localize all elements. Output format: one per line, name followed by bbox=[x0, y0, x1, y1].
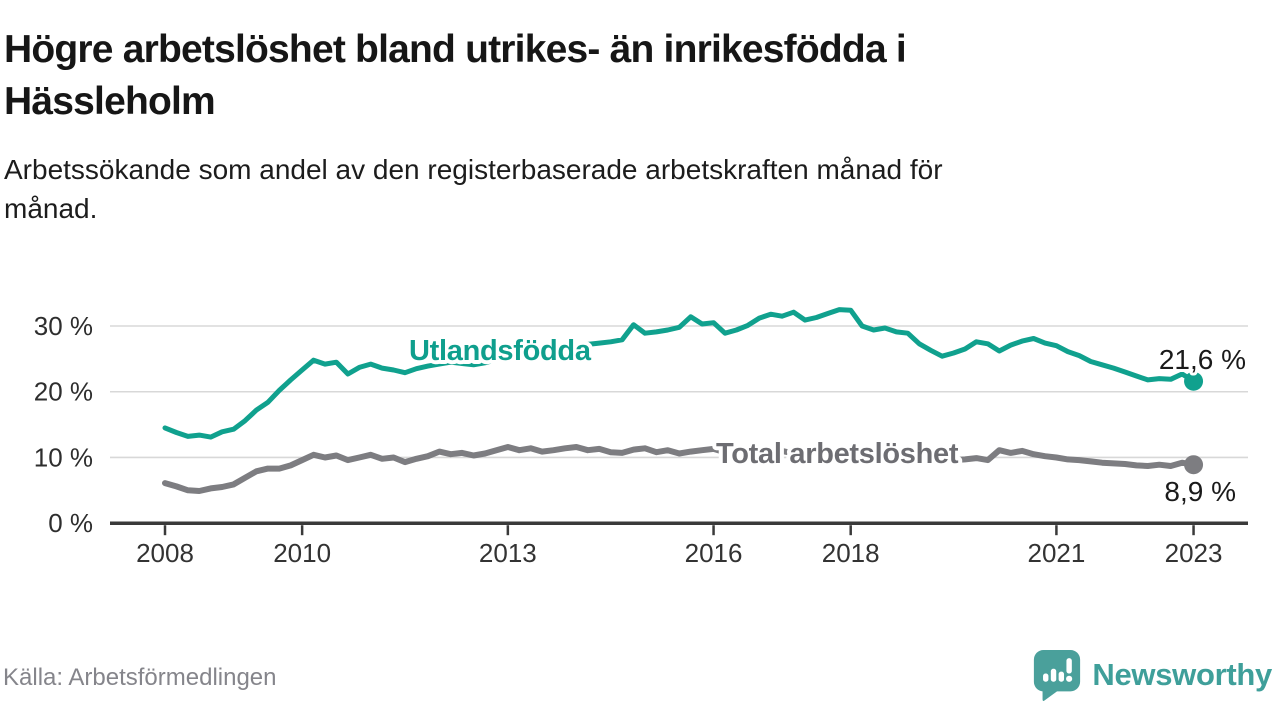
bubble-shape bbox=[1034, 649, 1081, 701]
series-label-utlandsfodda: Utlandsfödda bbox=[409, 335, 592, 367]
bar-2 bbox=[1051, 668, 1057, 682]
subtitle-line-2: månad. bbox=[4, 193, 98, 224]
series-label-total-arbetsloshet: Total arbetslöshet bbox=[716, 438, 959, 470]
title-line-2: Hässleholm bbox=[4, 80, 216, 123]
x-tick-label: 2021 bbox=[1027, 538, 1085, 568]
series-line-utlandsfodda bbox=[162, 307, 1197, 440]
chart-labels: Utlandsfödda Total arbetslöshet 21,6 % 8… bbox=[405, 331, 1249, 510]
brand-wordmark: Newsworthy bbox=[1092, 657, 1272, 692]
exclamation-dot bbox=[1066, 675, 1073, 682]
series-end-dot-utlandsfodda bbox=[1184, 371, 1204, 391]
newsworthy-bubble-icon bbox=[1034, 649, 1081, 701]
series-line-total bbox=[162, 444, 1197, 494]
chart-plot: 0 % 10 % 20 % 30 % 2008 2010 2013 2016 2018 2021 2… bbox=[34, 307, 1248, 568]
bar-1 bbox=[1043, 673, 1049, 682]
x-tick-label: 2008 bbox=[136, 538, 194, 568]
source-credit: Källa: Arbetsförmedlingen bbox=[3, 664, 277, 691]
x-tick-label: 2013 bbox=[479, 538, 537, 568]
title-line-1: Högre arbetslöshet bland utrikes- än inr… bbox=[4, 28, 907, 71]
series-end-dot-total bbox=[1184, 455, 1204, 475]
exclamation-bar bbox=[1066, 658, 1073, 674]
x-tick-label: 2016 bbox=[685, 538, 743, 568]
page-title: Högre arbetslöshet bland utrikes- än inr… bbox=[4, 24, 1264, 128]
x-tick-label: 2010 bbox=[273, 538, 331, 568]
line-chart: 0 % 10 % 20 % 30 % 2008 2010 2013 2016 2018 2021 2… bbox=[34, 307, 1249, 568]
end-value-label-total: 8,9 % bbox=[1164, 476, 1236, 507]
bar-3 bbox=[1059, 671, 1065, 682]
brand-logo[interactable]: Newsworthy bbox=[1032, 649, 1272, 701]
x-tick-label: 2023 bbox=[1165, 538, 1223, 568]
chart-subtitle: Arbetssökande som andel av den registerb… bbox=[4, 150, 1234, 228]
x-tick-label: 2018 bbox=[822, 538, 880, 568]
y-tick-label: 0 % bbox=[48, 508, 93, 538]
end-value-label-utlandsfodda: 21,6 % bbox=[1159, 344, 1246, 375]
y-tick-label: 20 % bbox=[34, 377, 93, 407]
subtitle-line-1: Arbetssökande som andel av den registerb… bbox=[4, 154, 943, 185]
y-tick-label: 30 % bbox=[34, 311, 93, 341]
y-tick-label: 10 % bbox=[34, 442, 93, 472]
